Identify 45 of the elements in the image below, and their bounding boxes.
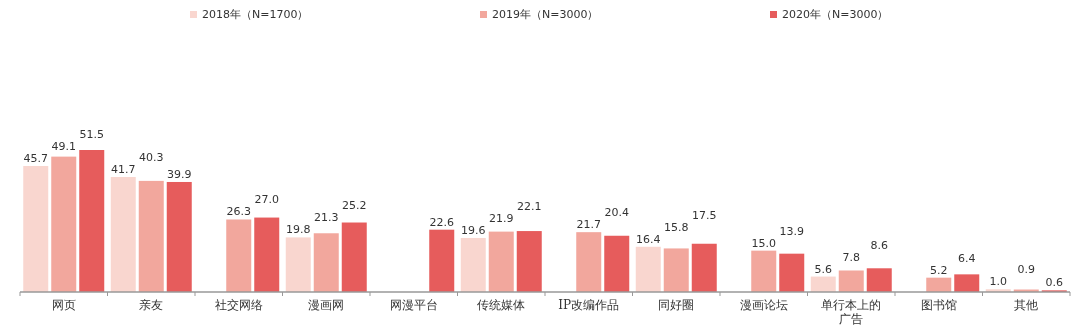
data-label: 21.7: [576, 218, 601, 232]
x-tick-label: 漫画网: [308, 298, 345, 312]
x-tick-label: 亲友: [139, 298, 164, 312]
x-tick-label: 社交网络: [214, 298, 263, 312]
data-label: 22.6: [429, 215, 454, 229]
data-label: 41.7: [111, 163, 136, 177]
data-label: 7.8: [842, 250, 860, 264]
data-label: 0.6: [1045, 276, 1063, 290]
x-tick-label: 网漫平台: [389, 298, 438, 312]
data-label: 19.6: [461, 223, 486, 237]
data-label: 40.3: [139, 151, 164, 165]
data-label: 16.4: [636, 232, 661, 246]
legend-label: 2020年（N=3000）: [782, 8, 889, 21]
legend-label: 2019年（N=3000）: [492, 8, 599, 21]
data-label: 8.6: [870, 238, 888, 252]
data-label: 21.9: [489, 211, 514, 225]
x-tick-label: 同好圈: [658, 298, 695, 312]
data-label: 49.1: [51, 139, 76, 153]
data-label: 1.0: [989, 275, 1007, 289]
data-label: 13.9: [779, 224, 804, 238]
data-label: 22.1: [517, 199, 542, 213]
data-label: 5.2: [930, 263, 948, 277]
x-tick-label: 图书馆: [920, 298, 957, 312]
data-label: 0.9: [1017, 263, 1035, 277]
data-label: 25.2: [342, 199, 367, 213]
x-tick-label: 漫画论坛: [739, 298, 788, 312]
data-label: 45.7: [23, 151, 48, 165]
x-tick-label: 单行本上的广告: [821, 298, 882, 326]
data-label: 39.9: [167, 167, 192, 181]
x-tick-label: 其他: [1014, 298, 1039, 312]
x-tick-label: IP改编作品: [558, 298, 620, 312]
x-tick-label: 传统媒体: [477, 298, 526, 312]
x-tick-label: 网页: [51, 298, 76, 312]
data-label: 51.5: [79, 127, 104, 141]
data-label: 17.5: [692, 208, 717, 222]
data-label: 5.6: [814, 262, 832, 276]
data-label: 20.4: [604, 206, 629, 220]
data-label: 19.8: [286, 223, 311, 237]
legend-label: 2018年（N=1700）: [202, 8, 309, 21]
data-label: 6.4: [958, 251, 976, 265]
data-label: 15.8: [664, 220, 689, 234]
data-label: 21.3: [314, 211, 339, 225]
data-label: 27.0: [254, 193, 279, 207]
data-label: 15.0: [751, 236, 776, 250]
data-label: 26.3: [226, 205, 251, 219]
